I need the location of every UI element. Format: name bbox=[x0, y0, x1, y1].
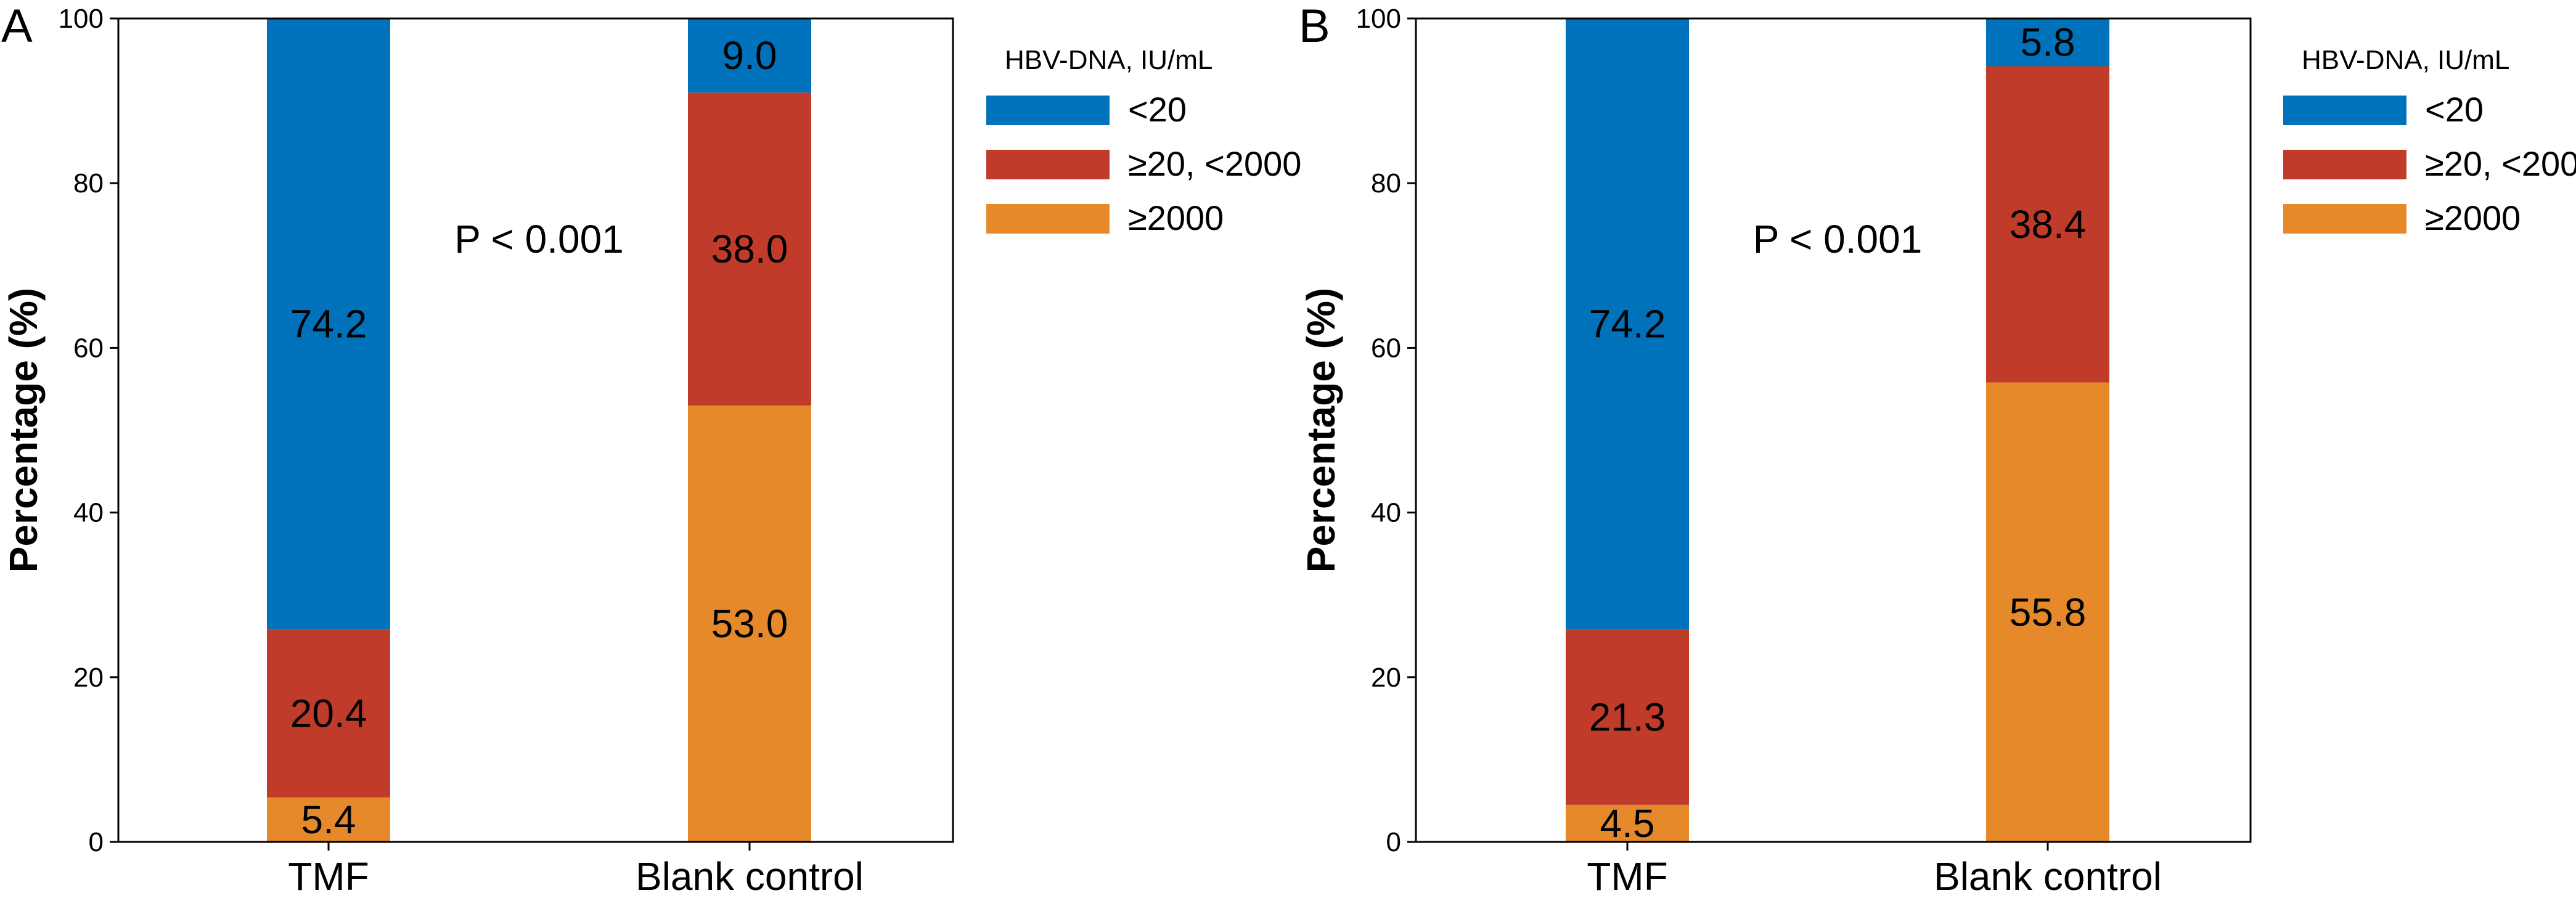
legend-swatch bbox=[986, 96, 1110, 125]
panel-label: A bbox=[1, 0, 33, 52]
legend: HBV-DNA, IU/mL <20 ≥20, <2000 ≥2000 bbox=[986, 45, 1301, 237]
data-label: 21.3 bbox=[1589, 695, 1666, 740]
y-tick-label: 60 bbox=[73, 333, 104, 363]
bar-segment bbox=[688, 405, 811, 842]
p-value-annotation: P < 0.001 bbox=[454, 217, 624, 261]
legend-title: HBV-DNA, IU/mL bbox=[1005, 45, 1212, 75]
bar-segment bbox=[267, 629, 390, 798]
bar-segment bbox=[267, 797, 390, 842]
chart-panel-a: A 5.4 20.4 74.2 53.0 38.0 9.0 0 20 40 60 80 100 TMF Bl… bbox=[1, 0, 1301, 898]
data-label: 5.4 bbox=[301, 798, 356, 842]
legend-label: <20 bbox=[1128, 90, 1187, 129]
y-tick-label: 100 bbox=[59, 4, 104, 34]
data-label: 38.0 bbox=[711, 227, 788, 271]
legend-swatch bbox=[986, 150, 1110, 179]
x-tick-label: Blank control bbox=[1934, 854, 2162, 898]
legend-label: ≥2000 bbox=[2425, 198, 2521, 237]
legend-label: <20 bbox=[2425, 90, 2484, 129]
y-tick-label: 60 bbox=[1371, 333, 1401, 363]
x-tick-label: TMF bbox=[288, 854, 369, 898]
plot-frame bbox=[117, 17, 954, 843]
data-label: 55.8 bbox=[2010, 590, 2087, 634]
bar-segment bbox=[267, 18, 390, 630]
plot-frame bbox=[1415, 17, 2252, 843]
panel-label: B bbox=[1299, 0, 1330, 52]
data-label: 9.0 bbox=[722, 33, 777, 78]
y-tick-label: 80 bbox=[73, 168, 104, 198]
y-tick-label: 20 bbox=[1371, 663, 1401, 693]
legend-swatch bbox=[2283, 150, 2406, 179]
y-tick-label: 80 bbox=[1371, 168, 1401, 198]
y-tick-label: 20 bbox=[73, 663, 104, 693]
data-label: 5.8 bbox=[2021, 20, 2075, 65]
y-tick-label: 0 bbox=[1386, 827, 1401, 857]
bar-segment bbox=[688, 92, 811, 406]
legend-swatch bbox=[986, 204, 1110, 234]
legend: HBV-DNA, IU/mL <20 ≥20, <2000 ≥2000 bbox=[2283, 45, 2576, 237]
y-tick-label: 40 bbox=[1371, 498, 1401, 528]
x-tick-label: Blank control bbox=[636, 854, 864, 898]
data-label: 38.4 bbox=[2010, 202, 2087, 247]
data-label: 74.2 bbox=[1589, 302, 1666, 346]
y-tick-label: 100 bbox=[1356, 4, 1401, 34]
legend-label: ≥20, <2000 bbox=[1128, 144, 1301, 183]
bar-segment bbox=[1986, 18, 2109, 67]
legend-swatch bbox=[2283, 204, 2406, 234]
bar-segment bbox=[688, 18, 811, 93]
y-axis-title: Percentage (%) bbox=[1, 288, 46, 573]
legend-label: ≥2000 bbox=[1128, 198, 1224, 237]
y-axis-title: Percentage (%) bbox=[1299, 288, 1343, 573]
x-tick-label: TMF bbox=[1587, 854, 1668, 898]
p-value-annotation: P < 0.001 bbox=[1753, 217, 1923, 261]
legend-title: HBV-DNA, IU/mL bbox=[2302, 45, 2509, 75]
legend-swatch bbox=[2283, 96, 2406, 125]
y-tick-label: 40 bbox=[73, 498, 104, 528]
data-label: 4.5 bbox=[1600, 801, 1655, 846]
bar-segment bbox=[1986, 66, 2109, 383]
bar-segment bbox=[1986, 382, 2109, 842]
chart-panel-b: B 4.5 21.3 74.2 55.8 38.4 5.8 0 20 40 60 80 100 TMF Bl… bbox=[1299, 0, 2576, 898]
data-label: 74.2 bbox=[290, 302, 367, 346]
bar-segment bbox=[1566, 18, 1689, 630]
bar-segment bbox=[1566, 804, 1689, 842]
data-label: 20.4 bbox=[290, 692, 367, 736]
bar-segment bbox=[1566, 629, 1689, 805]
data-label: 53.0 bbox=[711, 602, 788, 646]
y-tick-label: 0 bbox=[89, 827, 104, 857]
legend-label: ≥20, <2000 bbox=[2425, 144, 2576, 183]
